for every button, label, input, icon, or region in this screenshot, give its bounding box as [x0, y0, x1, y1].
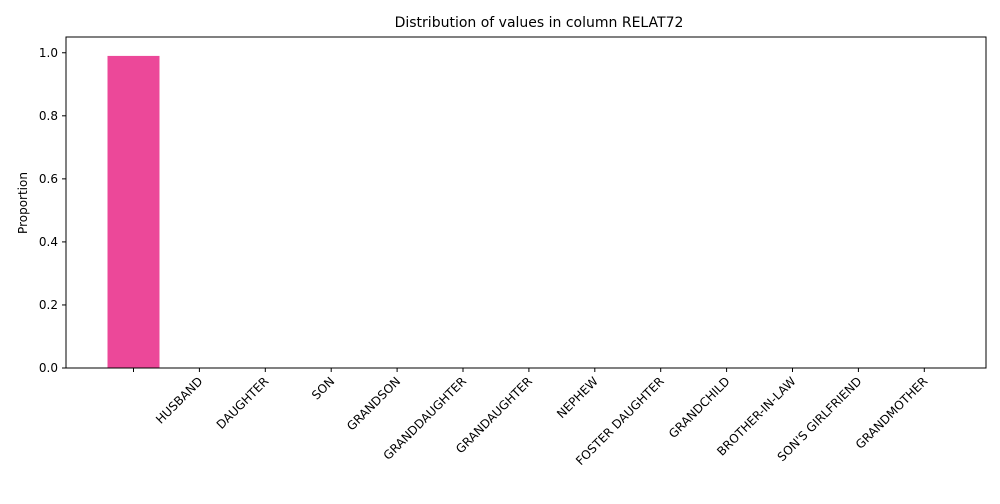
x-tick-label: GRANDSON — [344, 374, 403, 433]
y-tick-label: 0.2 — [39, 298, 58, 312]
plot-frame — [65, 36, 987, 369]
y-tick-label: 0.6 — [39, 172, 58, 186]
x-tick-label: SON — [309, 374, 337, 402]
x-tick-label: HUSBAND — [153, 374, 205, 426]
x-ticks-group: HUSBAND DAUGHTER SON GRANDSONGRANDDAUGHTERG… — [133, 368, 931, 468]
y-tick-label: 1.0 — [39, 46, 58, 60]
bars-group — [107, 55, 160, 369]
y-ticks-group: 0.0 0.2 0.4 0.6 0.8 1.0 — [39, 46, 66, 375]
y-axis-label: Proportion — [16, 172, 30, 234]
x-tick-label: DAUGHTER — [214, 374, 272, 432]
y-tick-label: 0.8 — [39, 109, 58, 123]
y-tick-label: 0.4 — [39, 235, 58, 249]
chart-title: Distribution of values in column RELAT72 — [395, 15, 684, 31]
y-tick-label: 0.0 — [39, 361, 58, 375]
x-tick-label: GRANDCHILD — [666, 374, 733, 441]
x-tick-label: GRANDMOTHER — [853, 374, 931, 452]
bar-0 — [107, 55, 160, 369]
x-tick-label: NEPHEW — [554, 374, 601, 421]
